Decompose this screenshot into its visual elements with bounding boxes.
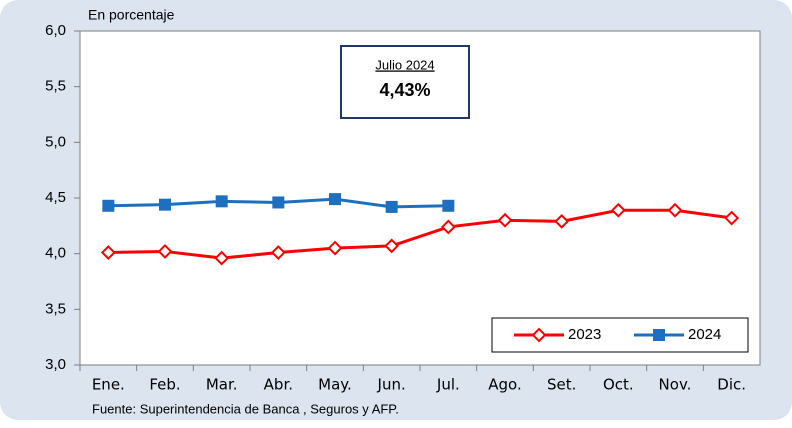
point [610, 202, 626, 218]
point [327, 240, 343, 256]
x-tick-label: May. [318, 376, 352, 394]
series-line [108, 208, 732, 260]
y-tick-label: 4,0 [45, 245, 66, 262]
x-tick-label: Nov. [659, 376, 692, 394]
y-tick-label: 4,5 [45, 189, 66, 206]
point [384, 238, 400, 254]
source: Fuente: Superintendencia de Banca , Segu… [92, 401, 399, 416]
point [102, 199, 115, 212]
point [497, 212, 513, 228]
point [100, 245, 116, 260]
point [215, 195, 228, 208]
point [385, 200, 398, 213]
legend-marker [653, 329, 665, 341]
x-tick-label: Jul. [436, 376, 460, 394]
x-tick-label: Feb. [149, 376, 180, 394]
y-tick-label: 3,5 [45, 300, 66, 317]
point [272, 196, 285, 209]
x-tick-label: Abr. [264, 376, 293, 394]
y-tick-label: 6,0 [45, 22, 66, 39]
y-axis-label: En porcentaje [88, 7, 175, 23]
legend-label: 2023 [568, 326, 601, 343]
point [724, 210, 740, 226]
point [442, 199, 455, 212]
y-tick-label: 5,0 [45, 133, 66, 150]
point [270, 245, 286, 260]
y-tick-label: 5,5 [45, 78, 66, 95]
annotation-value: 4,43% [379, 80, 430, 100]
point [159, 198, 171, 211]
x-tick-label: Jun. [377, 376, 406, 394]
point [440, 219, 456, 235]
legend-marker [531, 327, 547, 343]
annotation-box [340, 45, 470, 119]
x-tick-label: Set. [547, 376, 576, 394]
annotation-title: Julio 2024 [375, 57, 434, 72]
x-tick-label: Oct. [603, 376, 634, 394]
x-tick-label: Ago. [488, 376, 521, 394]
plot-area [79, 30, 761, 366]
point [329, 193, 341, 206]
legend-label: 2024 [688, 326, 721, 343]
x-tick-label: Ene. [92, 376, 125, 394]
point [554, 213, 570, 229]
point [667, 202, 683, 218]
point [157, 244, 173, 259]
point [214, 250, 230, 266]
x-tick-label: Mar. [206, 376, 238, 394]
y-tick-label: 3,0 [45, 356, 66, 373]
x-tick-label: Dic. [717, 376, 746, 394]
